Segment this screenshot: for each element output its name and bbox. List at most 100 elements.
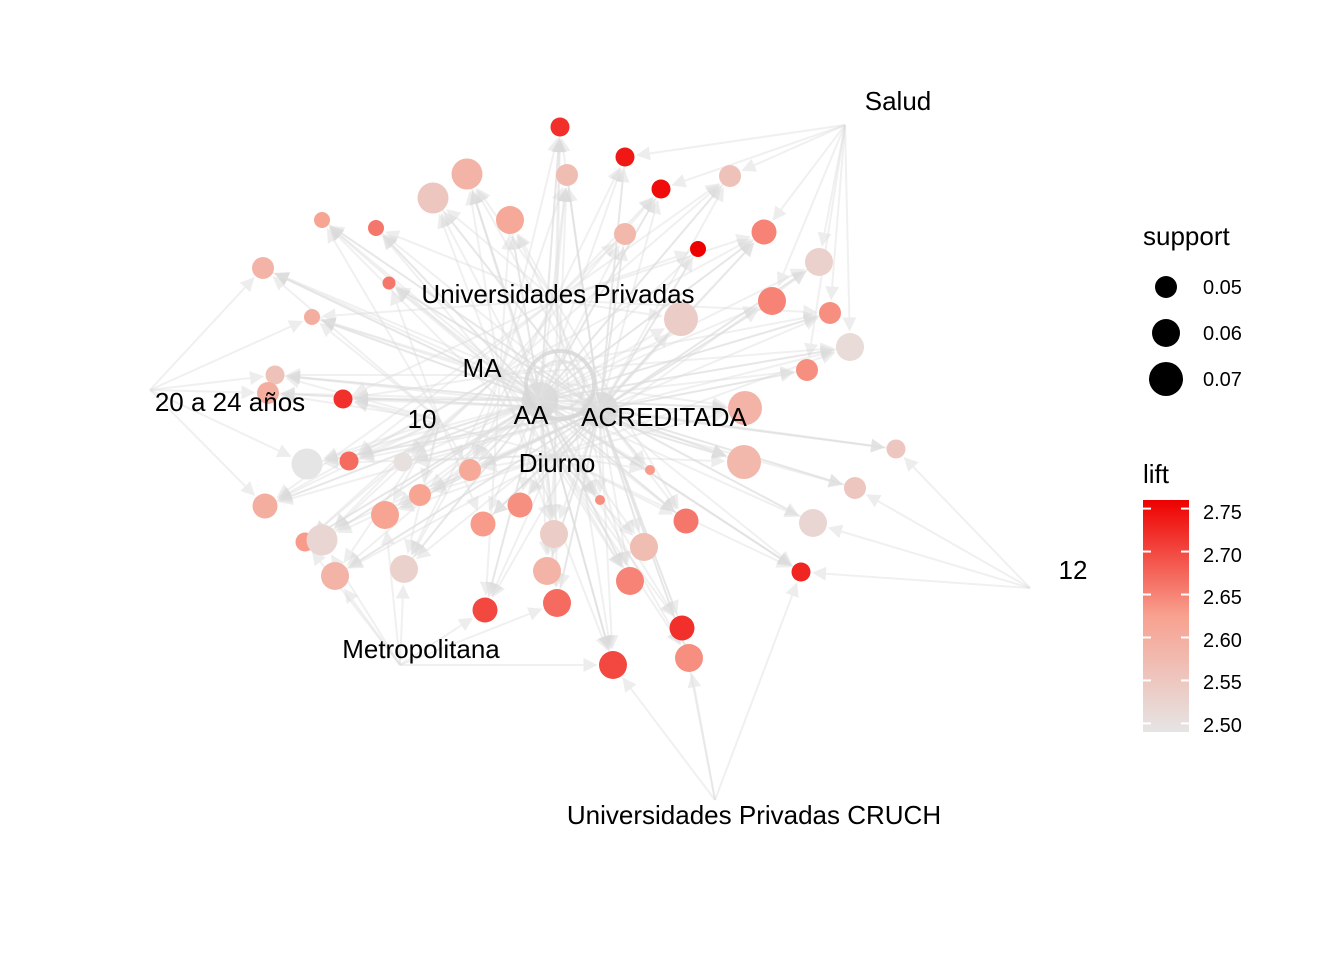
edge: [443, 211, 601, 411]
edge: [321, 219, 598, 409]
rule-node-51: [409, 484, 431, 506]
edge: [539, 245, 620, 401]
edge: [602, 412, 651, 471]
edge: [804, 124, 846, 358]
edge: [554, 234, 751, 301]
edge: [554, 183, 720, 301]
rule-node-39: [321, 562, 349, 590]
edge: [539, 399, 727, 460]
edge: [403, 402, 538, 570]
edge: [395, 287, 601, 411]
edge: [622, 677, 716, 801]
edge: [599, 187, 725, 411]
rule-node-8: [496, 206, 524, 234]
edge: [827, 524, 1031, 589]
edge: [388, 282, 597, 409]
item-label-salud: Salud: [865, 86, 932, 116]
edge: [556, 409, 601, 588]
edge: [539, 313, 818, 401]
rule-node-53: [507, 492, 533, 518]
rule-node-4: [719, 165, 741, 187]
edge: [539, 399, 682, 645]
legend-support-dot-0: [1155, 276, 1177, 298]
edge: [687, 673, 716, 801]
rule-node-7: [417, 182, 449, 214]
edge: [903, 456, 1031, 589]
edge: [554, 299, 679, 509]
rule-nodes-layer: [252, 117, 906, 679]
legend-lift-tick-0: 2.75: [1203, 502, 1242, 524]
rule-node-54: [595, 495, 605, 505]
rule-node-50: [306, 524, 338, 556]
edge: [399, 617, 474, 666]
edge: [359, 399, 541, 461]
rule-node-37: [470, 511, 496, 537]
edge: [353, 374, 501, 403]
edge: [490, 454, 556, 598]
rule-node-29: [886, 439, 906, 459]
edge: [554, 454, 681, 645]
edge: [554, 409, 727, 456]
edge: [321, 318, 541, 401]
edge: [594, 156, 626, 407]
rule-node-26: [728, 391, 762, 425]
edge: [469, 402, 538, 471]
edge: [552, 138, 567, 301]
item-label-12: 12: [1059, 555, 1088, 585]
edge: [566, 174, 605, 407]
edge: [556, 413, 604, 604]
edge: [411, 374, 501, 455]
rule-node-18: [836, 333, 864, 361]
edge: [598, 413, 645, 548]
edge: [554, 250, 689, 301]
rule-node-12: [751, 219, 777, 245]
edge: [599, 168, 630, 411]
rule-node-35: [799, 509, 827, 537]
edge: [599, 409, 642, 533]
rule-node-45: [543, 589, 571, 617]
rule-node-15: [805, 248, 833, 276]
edge: [382, 235, 501, 376]
edge: [554, 454, 674, 515]
edge: [542, 175, 731, 398]
edge: [278, 409, 601, 505]
edge: [439, 419, 479, 511]
edge: [812, 566, 1031, 589]
edge: [537, 403, 614, 666]
edge: [276, 299, 556, 498]
edge: [554, 454, 644, 474]
edge: [599, 409, 632, 566]
item-label-aa: AA: [514, 400, 549, 430]
rule-node-49: [675, 644, 703, 672]
edge: [599, 409, 793, 566]
edge: [534, 403, 555, 535]
edge: [825, 124, 846, 301]
edge: [380, 530, 401, 666]
edge: [599, 347, 835, 411]
edge: [714, 582, 799, 801]
edge: [554, 242, 616, 301]
edge: [482, 412, 598, 525]
edge: [437, 213, 501, 376]
edge: [554, 454, 674, 617]
item-label-metropolitana: Metropolitana: [342, 634, 500, 664]
rule-node-1: [615, 147, 635, 167]
edge: [280, 386, 541, 401]
edge: [149, 320, 304, 391]
rule-node-22: [265, 365, 285, 385]
edge: [539, 399, 612, 650]
edge: [149, 385, 256, 400]
rule-node-3: [556, 164, 578, 186]
edge: [432, 197, 598, 408]
legend-lift-tick-3: 2.60: [1203, 630, 1242, 652]
rule-node-36: [673, 508, 699, 534]
edge: [481, 409, 601, 466]
edge: [431, 409, 601, 490]
edge: [554, 454, 623, 568]
edge: [603, 369, 808, 414]
legend-support-dot-1: [1152, 319, 1180, 347]
item-label-ma: MA: [463, 353, 503, 383]
rule-node-38: [540, 520, 568, 548]
edge: [384, 230, 556, 301]
edge: [599, 246, 629, 411]
